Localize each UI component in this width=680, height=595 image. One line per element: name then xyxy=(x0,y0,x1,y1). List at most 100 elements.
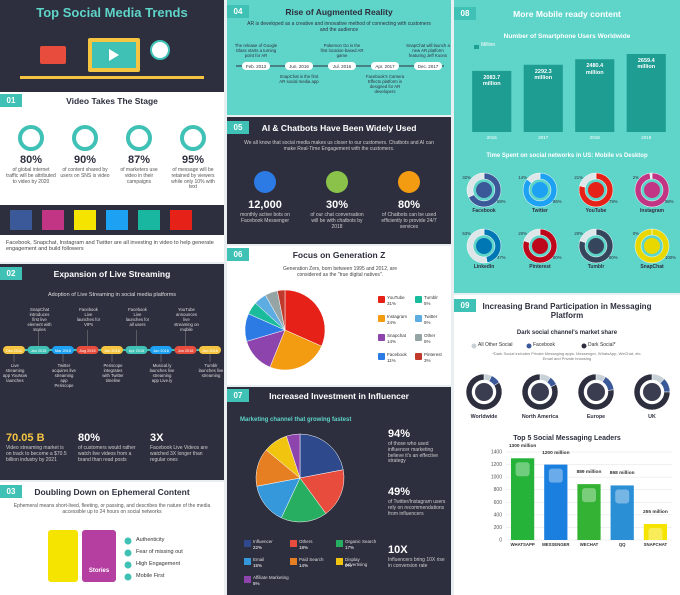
section-number: 03 xyxy=(0,485,22,499)
slice xyxy=(521,373,559,411)
stat-text: of Twitter/Instagram users rely on recom… xyxy=(388,499,446,517)
stat-value: 94% xyxy=(388,428,411,440)
legend-swatch xyxy=(471,343,477,349)
section-heading: Video Takes The Stage xyxy=(66,96,158,106)
stat-text: of message will be retained by viewers w… xyxy=(171,167,215,191)
legend-swatch xyxy=(244,540,251,547)
slice xyxy=(466,228,488,264)
value-label: 14% xyxy=(518,175,527,180)
x-tick-label: Twitter xyxy=(531,208,549,214)
value-label: 20% xyxy=(518,231,527,236)
slice xyxy=(299,433,344,479)
stat-value: 80% xyxy=(397,199,421,211)
x-tick-label: North America xyxy=(521,414,559,420)
bar xyxy=(575,59,615,132)
legend-label: Organic Search xyxy=(345,539,377,544)
section-heading: Doubling Down on Ephemeral Content xyxy=(34,487,190,497)
event-text: Musical.ly launches live streaming app L… xyxy=(149,363,175,383)
x-tick-label: 2017 xyxy=(538,135,549,140)
section-subtitle: Adoption of Live Streaming in social med… xyxy=(47,292,177,298)
legend-label: Tumblr xyxy=(424,295,438,300)
x-tick-label: MESSENGER xyxy=(542,542,570,547)
x-tick-label: Pinterest xyxy=(529,264,551,270)
stat-icon xyxy=(72,125,98,151)
legend-swatch xyxy=(378,315,385,322)
legend-swatch xyxy=(378,296,385,303)
slice xyxy=(577,373,615,411)
event-date: Jan 2016 xyxy=(104,349,120,353)
stat-text: of customers would rather watch live vid… xyxy=(78,445,136,463)
event-date: Dec. 2017 xyxy=(418,64,439,69)
legend-value: 17% xyxy=(345,545,355,550)
list-bullet xyxy=(124,573,132,581)
header-illustration xyxy=(20,38,204,79)
date-pill xyxy=(76,346,99,354)
x-tick-label: WECHAT xyxy=(579,542,599,547)
legend-label: Twitter xyxy=(424,314,438,319)
x-tick-label: YouTube xyxy=(585,208,607,214)
legend-label: Display Advertising xyxy=(345,557,368,568)
legend-swatch xyxy=(474,45,479,49)
legend-label: YouTube xyxy=(387,295,405,300)
x-tick-label: Worldwide xyxy=(470,414,498,420)
chart-title: Time Spent on social networks in US: Mob… xyxy=(486,153,648,159)
legend-swatch xyxy=(415,353,422,360)
stat-text: of Chatbots can be used efficiently to p… xyxy=(381,212,437,230)
stat-icon xyxy=(126,125,152,151)
legend-value: 31% xyxy=(387,301,397,306)
date-pill xyxy=(371,62,399,70)
value-label: 68% xyxy=(497,199,506,204)
stat-text: monthly active bots on Facebook Messenge… xyxy=(240,212,290,224)
stat-text: of our chat conversation will be with ch… xyxy=(310,212,364,230)
slice xyxy=(286,433,301,479)
event-text: Twitter acquires live streaming app Peri… xyxy=(52,363,76,388)
panel-09 xyxy=(454,295,680,595)
legend-value: 15% xyxy=(253,563,263,568)
legend-value: 5% xyxy=(424,339,431,344)
value-label: 53% xyxy=(462,231,471,236)
value-label: 98% xyxy=(665,199,674,204)
value-label: 80% xyxy=(553,255,562,260)
event-text: Tumblr launches live streaming xyxy=(198,363,224,378)
legend-swatch xyxy=(415,334,422,341)
slice xyxy=(633,373,671,411)
legend-value: 5% xyxy=(424,301,431,306)
y-tick-label: 800 xyxy=(494,487,503,493)
stat-text: of those who used influencer marketing b… xyxy=(388,441,439,465)
app-icon xyxy=(548,468,563,483)
app-icon xyxy=(615,489,630,504)
legend-label: Pinterest xyxy=(424,352,442,357)
event-text: Live streaming app YouNow launches xyxy=(2,363,28,383)
section-number: 02 xyxy=(0,267,22,281)
x-tick-label: LinkedIn xyxy=(473,264,495,270)
legend-value: 3% xyxy=(424,358,431,363)
stat-value: 12,000 xyxy=(248,199,282,211)
platform-icon xyxy=(644,238,660,254)
legend-swatch xyxy=(415,296,422,303)
platform-icon xyxy=(588,182,604,198)
list-bullet xyxy=(124,549,132,557)
x-tick-label: SNAPCHAT xyxy=(643,542,668,547)
stat-text: of global internet traffic will be attri… xyxy=(6,167,56,185)
legend-value: 14% xyxy=(387,339,397,344)
ephemeral-images xyxy=(48,530,116,582)
y-tick-label: 1000 xyxy=(491,475,502,481)
date-pill xyxy=(174,346,197,354)
legend-swatch xyxy=(336,558,343,565)
list-bullet xyxy=(124,561,132,569)
slice xyxy=(634,228,670,264)
date-pill xyxy=(52,346,74,354)
stat-value: 80% xyxy=(78,432,101,444)
social-icons xyxy=(10,210,192,230)
y-tick-label: 400 xyxy=(494,512,503,518)
date-pill xyxy=(285,62,313,70)
stat-text: of content shared by users on SNS is vid… xyxy=(60,167,110,179)
chart-title: Top 5 Social Messaging Leaders xyxy=(513,435,621,442)
value-label: 2083.7 million xyxy=(482,74,501,88)
section-text: AR is developed as a creative and innova… xyxy=(247,21,431,33)
globe xyxy=(587,383,605,401)
x-tick-label: SnapChat xyxy=(640,264,664,270)
legend-label: All Other Social xyxy=(478,342,513,348)
stat-text: Video streaming market is on track to be… xyxy=(6,445,67,463)
stat-value: 80% xyxy=(19,154,43,166)
